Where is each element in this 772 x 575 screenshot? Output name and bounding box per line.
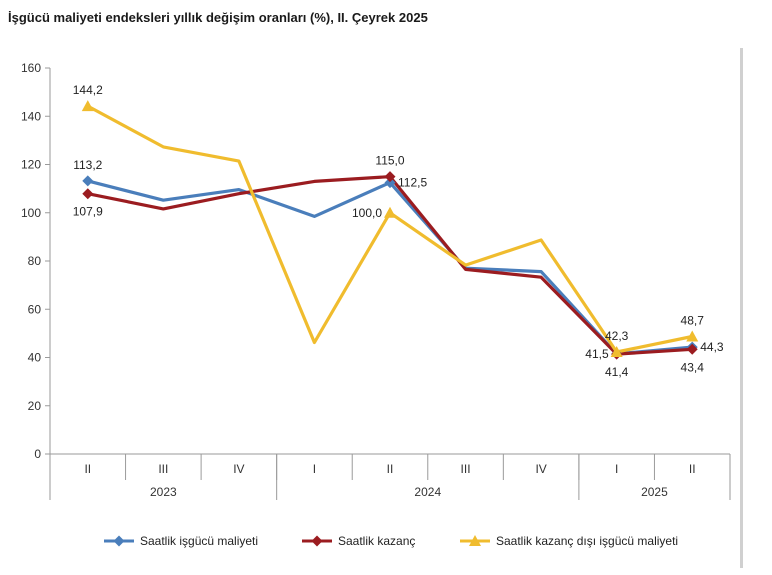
data-labels: 144,2 113,2 107,9 115,0 112,5 100,0 42,3 41,5 41… (73, 83, 724, 379)
year-label: 2023 (150, 485, 177, 499)
legend: Saatlik işgücü maliyeti Saatlik kazanç Saa… (104, 534, 678, 548)
y-tick-label: 160 (21, 61, 41, 75)
legend-entry-1: Saatlik işgücü maliyeti (104, 534, 258, 548)
data-label: 41,4 (605, 365, 629, 379)
data-label: 115,0 (375, 154, 404, 168)
data-label: 107,9 (73, 205, 103, 219)
y-tick-label: 120 (21, 158, 41, 172)
x-tick-label: III (461, 462, 471, 476)
data-label: 112,5 (398, 176, 427, 190)
x-tick-label: III (158, 462, 168, 476)
x-tick-label: I (313, 462, 316, 476)
series-line (88, 106, 692, 352)
data-label: 44,3 (700, 340, 724, 354)
series-lines (82, 100, 698, 360)
y-tick-label: 60 (28, 302, 42, 316)
series-3 (88, 106, 692, 352)
year-label: 2025 (641, 485, 668, 499)
legend-label: Saatlik işgücü maliyeti (140, 534, 258, 548)
legend-swatch-marker (114, 536, 125, 547)
x-tick-label: I (615, 462, 618, 476)
y-tick-label: 0 (34, 447, 41, 461)
data-label: 41,5 (585, 347, 609, 361)
legend-entry-2: Saatlik kazanç (302, 534, 415, 548)
x-tick-label: II (84, 462, 91, 476)
y-tick-label: 40 (28, 351, 42, 365)
data-point-marker (82, 100, 94, 111)
x-tick-label: II (387, 462, 394, 476)
y-tick-label: 20 (28, 399, 42, 413)
data-point-marker (82, 175, 93, 186)
data-point-marker (687, 344, 698, 355)
data-label: 42,3 (605, 329, 629, 343)
legend-label: Saatlik kazanç dışı işgücü maliyeti (496, 534, 678, 548)
y-tick-label: 80 (28, 254, 42, 268)
data-label: 144,2 (73, 83, 103, 97)
legend-swatch-marker (312, 536, 323, 547)
year-label: 2024 (414, 485, 441, 499)
legend-entry-3: Saatlik kazanç dışı işgücü maliyeti (460, 534, 678, 548)
data-label: 43,4 (681, 360, 705, 374)
data-point-marker (384, 207, 396, 218)
x-tick-label: IV (535, 462, 546, 476)
data-label: 48,7 (681, 314, 705, 328)
y-tick-label: 140 (21, 109, 41, 123)
data-point-marker (82, 188, 93, 199)
data-label: 113,2 (73, 158, 102, 172)
legend-label: Saatlik kazanç (338, 534, 415, 548)
x-tick-label: II (689, 462, 696, 476)
data-label: 100,0 (352, 206, 382, 220)
x-tick-label: IV (233, 462, 244, 476)
y-tick-label: 100 (21, 206, 41, 220)
line-chart: 020406080100120140160II III IV I II III IV I II2… (0, 0, 772, 575)
